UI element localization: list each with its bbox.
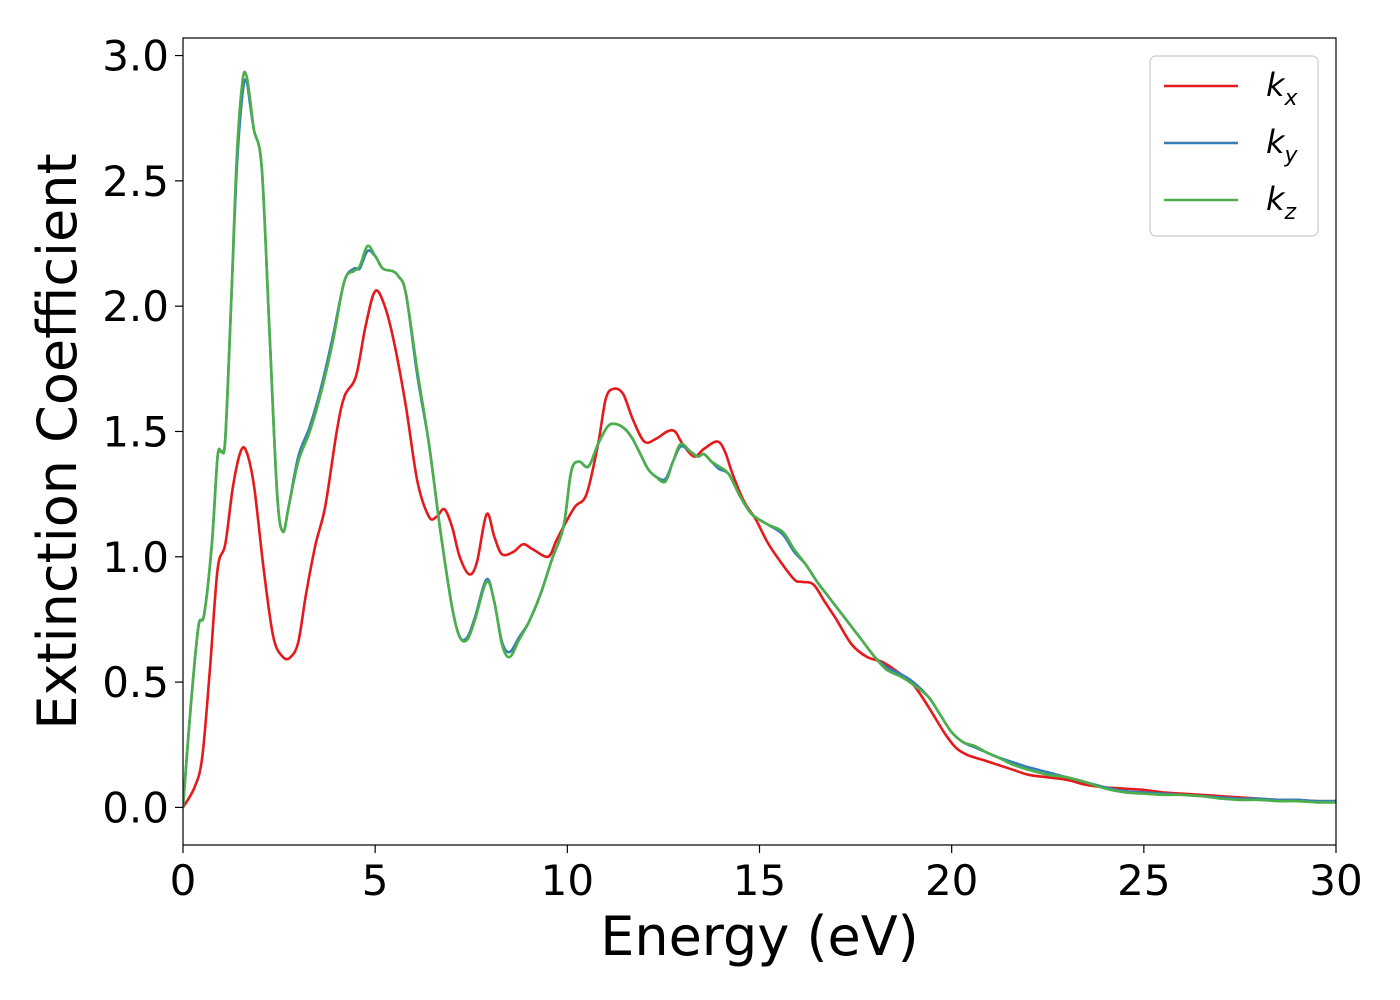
x-tick-label: 30 (1309, 856, 1362, 905)
x-axis-title: Energy (eV) (600, 905, 919, 968)
series-line-x (183, 289, 1336, 809)
y-axis: 0.0 0.5 1.0 1.5 2.0 2.5 3.0 (102, 32, 183, 832)
x-tick-label: 25 (1117, 856, 1170, 905)
legend-label-x: kx (1266, 66, 1299, 111)
y-axis-title: Extinction Coefficient (26, 153, 89, 729)
x-tick-label: 5 (362, 856, 389, 905)
x-tick-label: 15 (733, 856, 786, 905)
x-tick-label: 0 (170, 856, 197, 905)
x-axis: 0 5 10 15 20 25 30 (170, 845, 1363, 905)
legend-label-z: kz (1266, 180, 1297, 225)
legend-label-y: ky (1266, 123, 1299, 168)
series-layer (183, 70, 1336, 809)
y-tick-label: 0.0 (102, 783, 169, 832)
y-tick-label: 1.0 (102, 533, 169, 582)
y-tick-label: 3.0 (102, 32, 169, 81)
x-tick-label: 20 (925, 856, 978, 905)
y-tick-label: 1.5 (102, 407, 169, 456)
series-line-z (183, 70, 1336, 809)
legend-box (1149, 55, 1319, 237)
y-tick-label: 2.5 (102, 157, 169, 206)
y-tick-label: 0.5 (102, 658, 169, 707)
legend: kx ky kz (1149, 55, 1319, 237)
x-tick-label: 10 (541, 856, 594, 905)
y-tick-label: 2.0 (102, 282, 169, 331)
